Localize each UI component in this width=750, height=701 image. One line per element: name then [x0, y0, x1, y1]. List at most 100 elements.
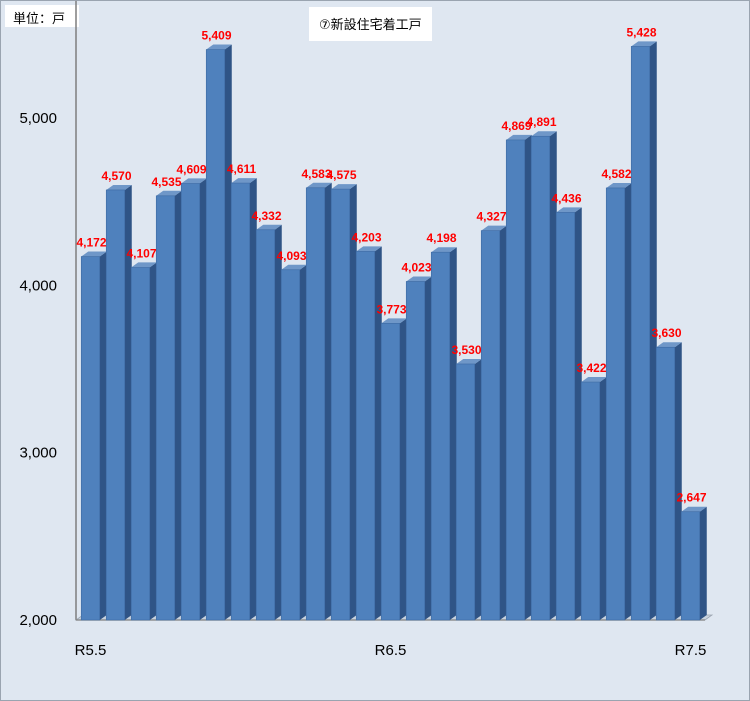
y-tick-label: 3,000: [19, 445, 57, 462]
bar-front: [205, 49, 226, 621]
bar: [680, 506, 707, 621]
bar-top: [331, 184, 357, 190]
bar-front: [630, 46, 651, 621]
bar: [655, 342, 682, 621]
data-label: 4,332: [251, 209, 281, 223]
bar-side: [374, 246, 382, 620]
bar-side: [99, 251, 107, 620]
bar: [205, 44, 232, 621]
bar: [130, 262, 157, 621]
bar: [355, 246, 382, 621]
data-label: 4,583: [301, 167, 331, 181]
bar: [605, 182, 632, 621]
bar-top: [431, 247, 457, 253]
bar-top: [81, 251, 107, 257]
bar-side: [174, 190, 182, 620]
data-label: 4,611: [227, 162, 257, 176]
bar-front: [530, 135, 551, 621]
bar-front: [655, 346, 676, 621]
bar: [305, 182, 332, 621]
x-axis-ticks: R5.5 R6.5 R7.5: [75, 642, 707, 659]
data-label: 4,172: [76, 236, 106, 250]
data-label: 4,436: [551, 191, 581, 205]
bar: [105, 184, 132, 621]
y-tick-label: 5,000: [19, 110, 57, 127]
bar-front: [155, 195, 176, 621]
bar-top: [381, 318, 407, 324]
bar: [380, 318, 407, 621]
data-label: 4,023: [401, 260, 431, 274]
bar-side: [224, 44, 232, 620]
bar-front: [330, 188, 351, 621]
bar-top: [156, 190, 182, 196]
data-label: 2,647: [676, 491, 706, 505]
bar-top: [656, 342, 682, 348]
bar-top: [131, 262, 157, 268]
bar-series: [80, 41, 707, 621]
bar: [480, 225, 507, 621]
bar-top: [306, 182, 332, 188]
data-label: 4,609: [176, 162, 206, 176]
bar-top: [606, 182, 632, 188]
bar-top: [581, 377, 607, 383]
unit-label: 単位：戸: [5, 5, 79, 27]
data-label: 4,203: [351, 230, 381, 244]
bar-top: [106, 184, 132, 190]
bar-top: [281, 264, 307, 270]
bar: [255, 224, 282, 621]
bar-top: [206, 44, 232, 50]
bar-side: [449, 247, 457, 620]
bar-side: [424, 276, 432, 620]
data-label: 4,582: [601, 167, 631, 181]
data-label: 4,093: [276, 249, 306, 263]
x-tick-label: R6.5: [375, 642, 407, 659]
x-tick-label: R7.5: [675, 642, 707, 659]
data-label: 3,773: [376, 302, 406, 316]
bar-top: [356, 246, 382, 252]
data-label: 3,422: [576, 361, 606, 375]
chart-title: ⑦新設住宅着工戸: [309, 7, 432, 41]
bar-top: [456, 358, 482, 364]
data-label: 3,530: [451, 343, 481, 357]
bar: [430, 247, 457, 621]
data-label: 4,535: [151, 175, 181, 189]
bar-side: [324, 182, 332, 620]
bar-top: [681, 506, 707, 512]
bar-side: [274, 224, 282, 620]
bar-side: [699, 506, 707, 620]
bar: [180, 178, 207, 621]
data-label: 3,630: [651, 326, 681, 340]
bar: [80, 251, 107, 621]
bar-front: [455, 363, 476, 621]
bar-front: [430, 251, 451, 621]
bar-front: [480, 230, 501, 621]
bar-side: [599, 377, 607, 620]
data-label: 4,107: [126, 246, 156, 260]
bar-side: [124, 184, 132, 620]
bar-front: [505, 139, 526, 621]
bar-front: [105, 189, 126, 621]
bar-top: [406, 276, 432, 282]
bar-front: [605, 187, 626, 621]
bar-front: [130, 267, 151, 621]
bar-side: [649, 41, 657, 620]
bar-side: [399, 318, 407, 620]
bar: [505, 134, 532, 621]
bar-front: [80, 256, 101, 621]
bar-top: [506, 134, 532, 140]
bar-side: [149, 262, 157, 620]
bar-top: [556, 207, 582, 213]
bar-front: [555, 212, 576, 621]
data-label: 4,575: [326, 168, 356, 182]
bar-front: [305, 187, 326, 621]
data-label: 4,570: [101, 169, 131, 183]
bar: [580, 377, 607, 621]
bar-top: [631, 41, 657, 47]
bar: [230, 178, 257, 621]
data-label: 5,409: [201, 29, 231, 43]
bar-top: [481, 225, 507, 231]
bar: [280, 264, 307, 621]
bar: [405, 276, 432, 621]
